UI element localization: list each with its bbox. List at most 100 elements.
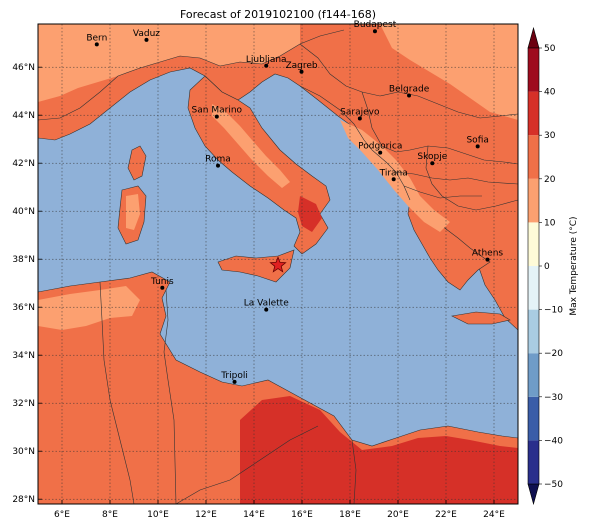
city-dot (232, 379, 237, 384)
colorbar-band (528, 309, 539, 354)
colorbar-tick-label: −50 (544, 480, 563, 490)
x-tick-label: 20°E (387, 510, 409, 520)
city-dot (357, 116, 362, 121)
map-frame (37, 23, 519, 505)
x-tick-label: 16°E (291, 510, 313, 520)
colorbar-over-arrow (527, 26, 540, 49)
map-panel: 6°E 8°E 10°E 12°E 14°E 16°E 18°E 20°E 22°E 24°E 2… (12, 20, 519, 520)
colorbar-band (528, 353, 539, 397)
colorbar-tick-label: 30 (544, 131, 556, 141)
colorbar-tick-label: −30 (544, 393, 563, 403)
city-skopje: Skopje (417, 152, 448, 166)
colorbar-band (528, 440, 539, 484)
city-dot (485, 257, 490, 262)
colorbar-tick-label: −40 (544, 436, 563, 446)
city-label: Sofia (466, 135, 488, 145)
city-dot (407, 93, 412, 98)
city-dot (378, 150, 383, 155)
city-label: La Valette (244, 299, 289, 309)
colorbar-tick-label: 50 (544, 44, 556, 54)
y-tick-label: 42°N (12, 159, 35, 169)
x-tick-label: 14°E (243, 510, 265, 520)
y-tick-label: 46°N (12, 63, 35, 73)
city-athens: Athens (472, 249, 503, 262)
colorbar-band (528, 48, 539, 92)
city-dot (264, 307, 269, 312)
cool-zone-sardinia (126, 194, 140, 230)
colorbar-tick-label: 10 (544, 218, 556, 228)
lat-lon-grid (38, 24, 518, 504)
star-marker (269, 256, 287, 273)
city-dot (214, 114, 219, 119)
land-sicily (217, 249, 295, 283)
city-label: San Marino (192, 106, 243, 116)
colorbar-band (528, 178, 539, 223)
city-label: Vaduz (133, 29, 160, 39)
city-label: Skopje (417, 152, 447, 162)
city-dot (391, 177, 396, 182)
city-sofia: Sofia (466, 135, 489, 149)
x-tick-label: 24°E (483, 510, 505, 520)
city-san-marino: San Marino (192, 106, 243, 119)
cool-zone-balkans (340, 120, 450, 232)
city-label: Bern (86, 33, 107, 43)
city-dot (264, 63, 269, 68)
city-dot (144, 37, 149, 42)
city-tripoli: Tripoli (220, 371, 248, 384)
city-label: Ljubljana (246, 55, 287, 65)
city-dot (430, 161, 435, 166)
cool-zone-atlas (38, 286, 140, 330)
colorbar-band (528, 135, 539, 179)
x-tick-label: 22°E (435, 510, 457, 520)
star-icon (269, 256, 287, 273)
city-budapest: Budapest (354, 20, 397, 34)
city-label: Sarajevo (340, 108, 380, 118)
city-vaduz: Vaduz (133, 29, 160, 42)
colorbar-tick-label: −20 (544, 349, 563, 359)
city-label: Tirana (379, 168, 408, 178)
colorbar-tick-label: 40 (544, 88, 556, 98)
city-label: Tripoli (220, 371, 248, 381)
y-tick-label: 44°N (12, 111, 35, 121)
x-tick-label: 18°E (339, 510, 361, 520)
city-label: Roma (205, 155, 231, 165)
city-label: Zagreb (285, 61, 317, 71)
city-podgorica: Podgorica (358, 142, 402, 155)
x-tick-label: 12°E (195, 510, 217, 520)
city-label: Budapest (354, 20, 397, 30)
city-bern: Bern (86, 33, 107, 47)
city-ljubljana: Ljubljana (246, 55, 287, 68)
colorbar-band (528, 222, 539, 266)
y-tick-label: 30°N (12, 447, 35, 457)
y-tick-label: 40°N (12, 207, 35, 217)
figure-title: Forecast of 2019102100 (f144-168) (180, 8, 376, 21)
colorbar-band (528, 396, 539, 441)
city-dot (475, 144, 480, 149)
x-axis: 6°E 8°E 10°E 12°E 14°E 16°E 18°E 20°E 22°E 24°E (54, 500, 505, 520)
colorbar-tick-label: −10 (544, 306, 563, 316)
colorbar-label: Max Temperature (°C) (569, 216, 579, 315)
city-label: Tunis (150, 277, 174, 287)
y-tick-label: 36°N (12, 303, 35, 313)
city-dot (299, 69, 304, 74)
city-dot (372, 29, 377, 34)
city-la-valette: La Valette (244, 299, 289, 312)
city-label: Podgorica (358, 142, 402, 152)
colorbar-band (528, 266, 539, 310)
y-tick-label: 34°N (12, 351, 35, 361)
x-tick-label: 8°E (102, 510, 118, 520)
land-crete (451, 311, 511, 325)
hot-zone-libya (240, 396, 518, 504)
colorbar: 50 40 30 20 10 0 −10 −20 −30 −40 −50 (527, 26, 563, 506)
city-dot (94, 42, 99, 47)
y-axis: 28°N 30°N 32°N 34°N 36°N 38°N 40°N 42°N 44°N 46°N (12, 63, 42, 505)
y-tick-label: 32°N (12, 399, 35, 409)
city-label: Athens (472, 249, 503, 259)
colorbar-band (528, 91, 539, 136)
city-tirana: Tirana (379, 168, 408, 182)
city-tunis: Tunis (150, 277, 174, 290)
city-sarajevo: Sarajevo (340, 108, 380, 121)
city-zagreb: Zagreb (285, 61, 318, 74)
